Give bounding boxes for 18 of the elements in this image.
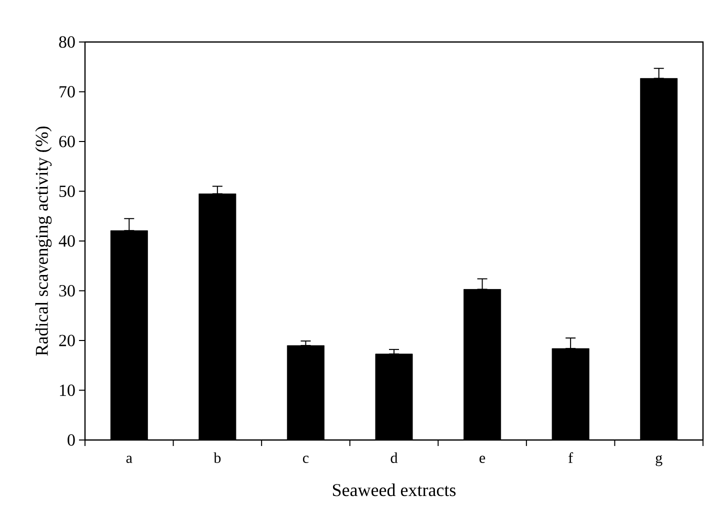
y-tick-label: 10 — [60, 384, 75, 396]
x-axis-title: Seaweed extracts — [332, 484, 456, 496]
y-tick-label: 20 — [59, 334, 75, 346]
y-tick-label: 40 — [58, 235, 75, 247]
y-tick-label: 70 — [60, 86, 75, 98]
x-tick-label: c — [302, 456, 309, 463]
x-tick-label: b — [214, 452, 221, 463]
y-tick-label: 30 — [59, 285, 75, 296]
y-tick-label: 50 — [59, 186, 75, 197]
y-tick-label: 60 — [59, 136, 75, 148]
y-tick-label: 0 — [68, 434, 75, 446]
x-tick-label: g — [656, 455, 662, 466]
x-tick-label: e — [480, 456, 486, 463]
x-tick-label: d — [390, 452, 398, 463]
x-tick-label: a — [126, 456, 132, 463]
y-axis-title: Radical scavenging activity (%) — [35, 126, 52, 356]
y-tick-label: 80 — [59, 36, 75, 48]
x-tick-label: f — [568, 452, 574, 463]
